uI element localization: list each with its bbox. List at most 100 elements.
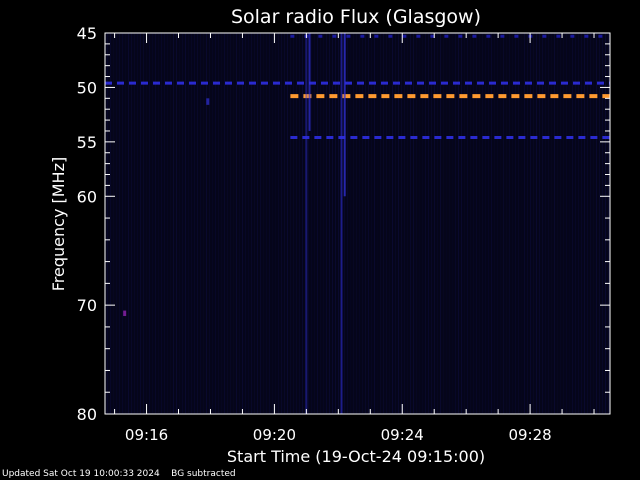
noise-column [569, 33, 570, 414]
noise-column [197, 33, 198, 414]
noise-column [338, 33, 339, 414]
noise-column [209, 33, 210, 414]
noise-column [557, 33, 558, 414]
noise-column [182, 33, 183, 414]
noise-column [212, 33, 213, 414]
noise-column [602, 33, 603, 414]
noise-column [173, 33, 174, 414]
noise-column [476, 33, 477, 414]
noise-column [605, 33, 606, 414]
noise-column [362, 33, 363, 414]
noise-column [245, 33, 246, 414]
noise-column [122, 33, 123, 414]
noise-column [425, 33, 426, 414]
noise-column [152, 33, 153, 414]
noise-column [185, 33, 186, 414]
noise-column [437, 33, 438, 414]
noise-column [509, 33, 510, 414]
noise-column [254, 33, 255, 414]
noise-column [368, 33, 369, 414]
noise-column [575, 33, 576, 414]
y-tick-label: 60 [77, 187, 97, 206]
y-tick-label: 80 [77, 405, 97, 424]
noise-column [143, 33, 144, 414]
noise-column [584, 33, 585, 414]
noise-column [248, 33, 249, 414]
noise-column [443, 33, 444, 414]
noise-column [467, 33, 468, 414]
noise-column [287, 33, 288, 414]
noise-column [311, 33, 312, 414]
noise-column [365, 33, 366, 414]
noise-column [596, 33, 597, 414]
noise-column [230, 33, 231, 414]
noise-column [551, 33, 552, 414]
noise-column [284, 33, 285, 414]
noise-column [224, 33, 225, 414]
noise-column [404, 33, 405, 414]
noise-column [131, 33, 132, 414]
noise-column [164, 33, 165, 414]
noise-column [542, 33, 543, 414]
noise-column [593, 33, 594, 414]
noise-column [200, 33, 201, 414]
noise-column [581, 33, 582, 414]
noise-column [257, 33, 258, 414]
noise-column [281, 33, 282, 414]
noise-column [560, 33, 561, 414]
updated-timestamp: Updated Sat Oct 19 10:00:33 2024 [2, 469, 160, 479]
noise-column [302, 33, 303, 414]
noise-column [215, 33, 216, 414]
noise-column [572, 33, 573, 414]
noise-column [323, 33, 324, 414]
noise-column [119, 33, 120, 414]
noise-column [497, 33, 498, 414]
noise-column [422, 33, 423, 414]
noise-column [608, 33, 609, 414]
bg-note: BG subtracted [171, 469, 236, 479]
noise-column [203, 33, 204, 414]
noise-column [236, 33, 237, 414]
noise-column [332, 33, 333, 414]
y-tick-label: 45 [77, 24, 97, 43]
x-tick-label: 09:28 [508, 426, 551, 444]
noise-column [329, 33, 330, 414]
noise-column [527, 33, 528, 414]
noise-column [482, 33, 483, 414]
noise-column [416, 33, 417, 414]
noise-column [506, 33, 507, 414]
noise-column [239, 33, 240, 414]
noise-column [503, 33, 504, 414]
noise-column [137, 33, 138, 414]
noise-column [530, 33, 531, 414]
noise-column [389, 33, 390, 414]
noise-column [554, 33, 555, 414]
noise-column [461, 33, 462, 414]
noise-column [134, 33, 135, 414]
axes-frame [104, 32, 611, 415]
noise-column [167, 33, 168, 414]
noise-column [191, 33, 192, 414]
noise-column [344, 33, 345, 414]
noise-column [359, 33, 360, 414]
noise-column [113, 33, 114, 414]
noise-column [227, 33, 228, 414]
noise-column [155, 33, 156, 414]
radio-burst [340, 33, 343, 414]
noise-column [272, 33, 273, 414]
noise-column [335, 33, 336, 414]
noise-column [179, 33, 180, 414]
noise-column [317, 33, 318, 414]
noise-column [440, 33, 441, 414]
noise-column [260, 33, 261, 414]
noise-column [305, 33, 306, 414]
noise-column [488, 33, 489, 414]
noise-column [299, 33, 300, 414]
noise-column [350, 33, 351, 414]
noise-column [494, 33, 495, 414]
noise-column [110, 33, 111, 414]
noise-column [194, 33, 195, 414]
noise-column [485, 33, 486, 414]
noise-column [563, 33, 564, 414]
noise-column [296, 33, 297, 414]
